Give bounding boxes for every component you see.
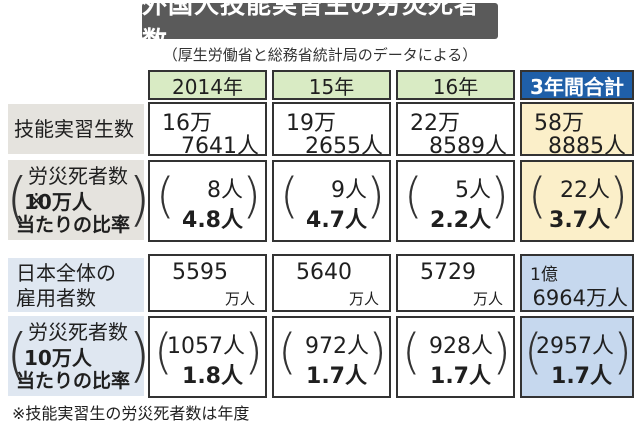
row-label-line1: 日本全体の	[16, 261, 116, 285]
trainee-deaths-total-count: 22人	[560, 178, 610, 203]
trainee-deaths-2014-count: 8人	[207, 178, 243, 203]
close-paren: )	[492, 324, 511, 380]
trainees-total: 58万 8885人	[520, 102, 634, 159]
header-total: 3年間合計	[520, 70, 634, 100]
employees-2015: 5640 万人	[272, 254, 391, 312]
header-2014: 2014年	[148, 70, 267, 100]
open-paren: (	[524, 324, 543, 380]
all-deaths-2015: ( 972人 1.7人 )	[272, 316, 391, 398]
open-paren: (	[280, 168, 299, 224]
header-2016: 16年	[396, 70, 515, 100]
trainees-total-bottom: 8885人	[548, 134, 626, 159]
trainees-2015: 19万 2655人	[272, 102, 391, 159]
open-paren: (	[404, 168, 423, 224]
employees-2016-top: 5729	[420, 260, 476, 285]
trainees-2016-bottom: 8589人	[429, 134, 507, 159]
row-label-line2: 10万人	[24, 190, 92, 214]
row-label-all-deaths: ( 労災死者数 10万人 当たりの比率 )	[6, 316, 151, 396]
trainees-2016: 22万 8589人	[396, 102, 515, 159]
trainee-deaths-2014-rate: 4.8人	[182, 208, 243, 233]
close-paren: )	[613, 324, 632, 380]
close-paren: )	[128, 321, 151, 389]
source-note: （厚生労働省と総務省統計局のデータによる）	[162, 46, 478, 64]
all-deaths-total-count: 2957人	[536, 334, 614, 359]
trainee-deaths-2015-count: 9人	[331, 178, 367, 203]
trainees-2016-top: 22万	[410, 111, 460, 136]
employees-2014-unit: 万人	[224, 290, 255, 308]
all-deaths-2014-count: 1057人	[167, 334, 245, 359]
all-deaths-2016-rate: 1.7人	[430, 364, 491, 389]
employees-2014: 5595 万人	[148, 254, 267, 312]
employees-2014-top: 5595	[172, 260, 228, 285]
row-label-line1: 労災死者数	[28, 320, 128, 344]
open-paren: (	[6, 321, 29, 389]
employees-2015-top: 5640	[296, 260, 352, 285]
open-paren: (	[278, 324, 297, 380]
close-paren: )	[490, 168, 509, 224]
all-deaths-2014-rate: 1.8人	[182, 364, 243, 389]
trainees-2014: 16万 7641人	[148, 102, 267, 159]
employees-2015-unit: 万人	[348, 290, 379, 308]
open-paren: (	[156, 168, 175, 224]
trainee-deaths-2015-rate: 4.7人	[306, 208, 367, 233]
trainee-deaths-2016-rate: 2.2人	[430, 208, 491, 233]
row-label-line3: 当たりの比率	[16, 214, 131, 236]
open-paren: (	[528, 168, 547, 224]
close-paren: )	[366, 168, 385, 224]
trainee-deaths-total: ( 22人 3.7人 )	[520, 160, 634, 242]
trainees-2014-bottom: 7641人	[181, 134, 259, 159]
employees-2016-unit: 万人	[472, 290, 503, 308]
row-label-employees: 日本全体の 雇用者数	[8, 258, 144, 312]
row-label-trainee-deaths: ( 労災死者数※ 10万人 当たりの比率 )	[6, 160, 151, 240]
trainee-deaths-total-rate: 3.7人	[549, 208, 610, 233]
all-deaths-total: ( 2957人 1.7人 )	[520, 316, 634, 398]
chart-title: 外国人技能実習生の労災死者数	[142, 0, 498, 55]
employees-2016: 5729 万人	[396, 254, 515, 312]
row-label-line2: 雇用者数	[16, 286, 96, 310]
all-deaths-2016: ( 928人 1.7人 )	[396, 316, 515, 398]
open-paren: (	[154, 324, 173, 380]
employees-total-bottom: 6964万人	[532, 286, 628, 310]
open-paren: (	[6, 165, 29, 233]
all-deaths-2016-count: 928人	[429, 334, 493, 359]
trainee-deaths-2016-count: 5人	[455, 178, 491, 203]
trainee-deaths-2016: ( 5人 2.2人 )	[396, 160, 515, 242]
close-paren: )	[368, 324, 387, 380]
close-paren: )	[128, 165, 151, 233]
trainees-total-top: 58万	[534, 111, 584, 136]
header-2015: 15年	[272, 70, 391, 100]
all-deaths-2015-count: 972人	[305, 334, 369, 359]
trainee-deaths-2014: ( 8人 4.8人 )	[148, 160, 267, 242]
open-paren: (	[402, 324, 421, 380]
row-label-line1: 労災死者数※	[28, 164, 128, 213]
footnote: ※技能実習生の労災死者数は年度	[12, 404, 250, 423]
all-deaths-2014: ( 1057人 1.8人 )	[148, 316, 267, 398]
trainees-2014-top: 16万	[162, 111, 212, 136]
row-label-line2: 10万人	[24, 346, 92, 370]
row-label-trainees: 技能実習生数	[8, 104, 144, 154]
employees-total: 1億 6964万人	[520, 254, 634, 312]
trainees-2015-top: 19万	[286, 111, 336, 136]
row-label-line3: 当たりの比率	[16, 370, 131, 392]
close-paren: )	[244, 324, 263, 380]
trainees-2015-bottom: 2655人	[305, 134, 383, 159]
close-paren: )	[609, 168, 628, 224]
all-deaths-total-rate: 1.7人	[551, 364, 612, 389]
close-paren: )	[242, 168, 261, 224]
row-label-text: 技能実習生数	[14, 117, 134, 141]
all-deaths-2015-rate: 1.7人	[306, 364, 367, 389]
employees-total-top: 1億	[530, 265, 558, 285]
trainee-deaths-2015: ( 9人 4.7人 )	[272, 160, 391, 242]
